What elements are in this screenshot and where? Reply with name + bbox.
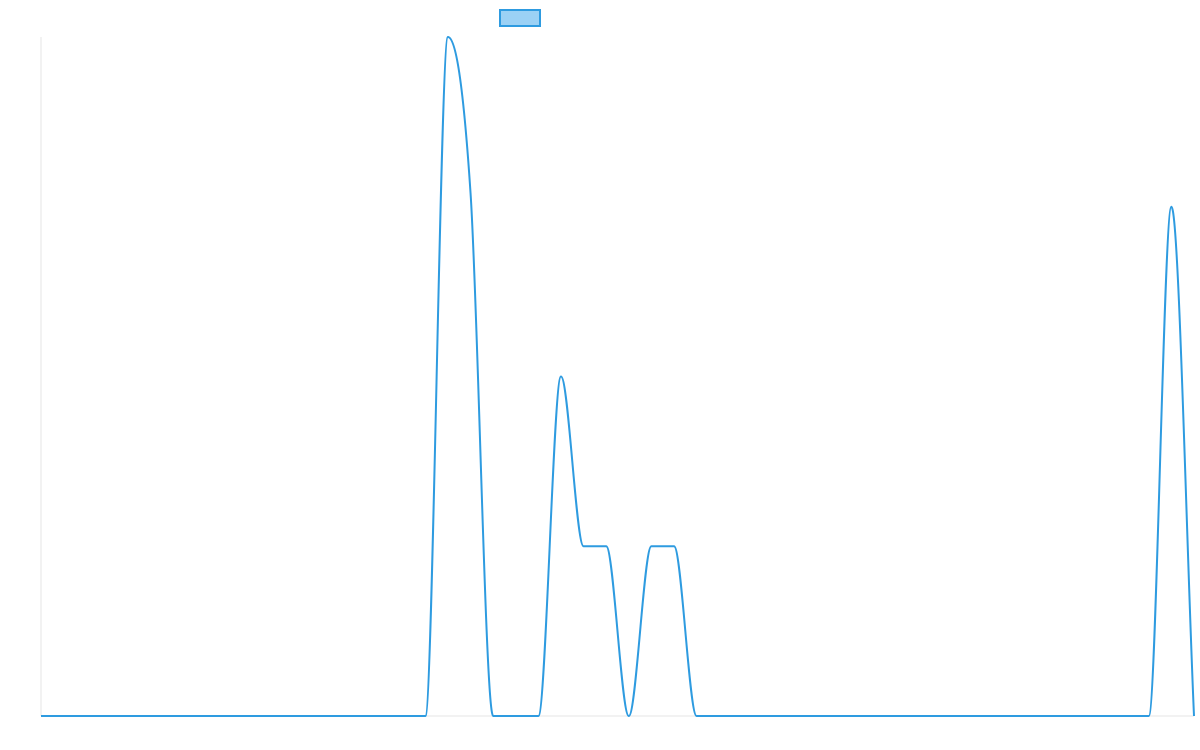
data-point[interactable] — [1123, 713, 1129, 719]
series-line — [41, 36, 1195, 717]
data-point[interactable] — [558, 374, 564, 380]
data-point[interactable] — [648, 543, 654, 549]
data-point[interactable] — [535, 713, 541, 719]
data-point[interactable] — [784, 713, 790, 719]
data-point[interactable] — [1168, 204, 1174, 210]
data-point[interactable] — [694, 713, 700, 719]
data-point[interactable] — [739, 713, 745, 719]
data-point[interactable] — [1010, 713, 1016, 719]
data-point[interactable] — [38, 713, 44, 719]
data-point[interactable] — [106, 713, 112, 719]
series-layer — [38, 34, 1197, 719]
data-point[interactable] — [1055, 713, 1061, 719]
data-point[interactable] — [829, 713, 835, 719]
data-point[interactable] — [1146, 713, 1152, 719]
data-point[interactable] — [61, 713, 67, 719]
data-point[interactable] — [400, 713, 406, 719]
data-point[interactable] — [965, 713, 971, 719]
data-point[interactable] — [807, 713, 813, 719]
data-point[interactable] — [309, 713, 315, 719]
data-point[interactable] — [716, 713, 722, 719]
data-point[interactable] — [1101, 713, 1107, 719]
axes — [40, 37, 1194, 717]
data-point[interactable] — [603, 543, 609, 549]
data-point[interactable] — [219, 713, 225, 719]
data-point[interactable] — [897, 713, 903, 719]
data-point[interactable] — [626, 713, 632, 719]
data-point[interactable] — [174, 713, 180, 719]
data-point[interactable] — [128, 713, 134, 719]
data-point[interactable] — [874, 713, 880, 719]
data-point[interactable] — [241, 713, 247, 719]
data-point[interactable] — [942, 713, 948, 719]
data-point[interactable] — [1191, 713, 1197, 719]
data-point[interactable] — [468, 190, 474, 196]
legend-swatch[interactable] — [499, 9, 541, 27]
data-point[interactable] — [445, 34, 451, 40]
data-point[interactable] — [196, 713, 202, 719]
data-point[interactable] — [1033, 713, 1039, 719]
data-point[interactable] — [332, 713, 338, 719]
data-point[interactable] — [671, 543, 677, 549]
data-point[interactable] — [151, 713, 157, 719]
data-point[interactable] — [377, 713, 383, 719]
legend[interactable] — [499, 9, 541, 27]
data-point[interactable] — [1078, 713, 1084, 719]
data-point[interactable] — [355, 713, 361, 719]
data-point[interactable] — [920, 713, 926, 719]
data-point[interactable] — [761, 713, 767, 719]
data-point[interactable] — [287, 713, 293, 719]
data-point[interactable] — [852, 713, 858, 719]
data-point[interactable] — [83, 713, 89, 719]
data-point[interactable] — [490, 713, 496, 719]
data-point[interactable] — [581, 543, 587, 549]
data-point[interactable] — [264, 713, 270, 719]
data-point[interactable] — [988, 713, 994, 719]
data-point[interactable] — [422, 713, 428, 719]
data-point[interactable] — [513, 713, 519, 719]
